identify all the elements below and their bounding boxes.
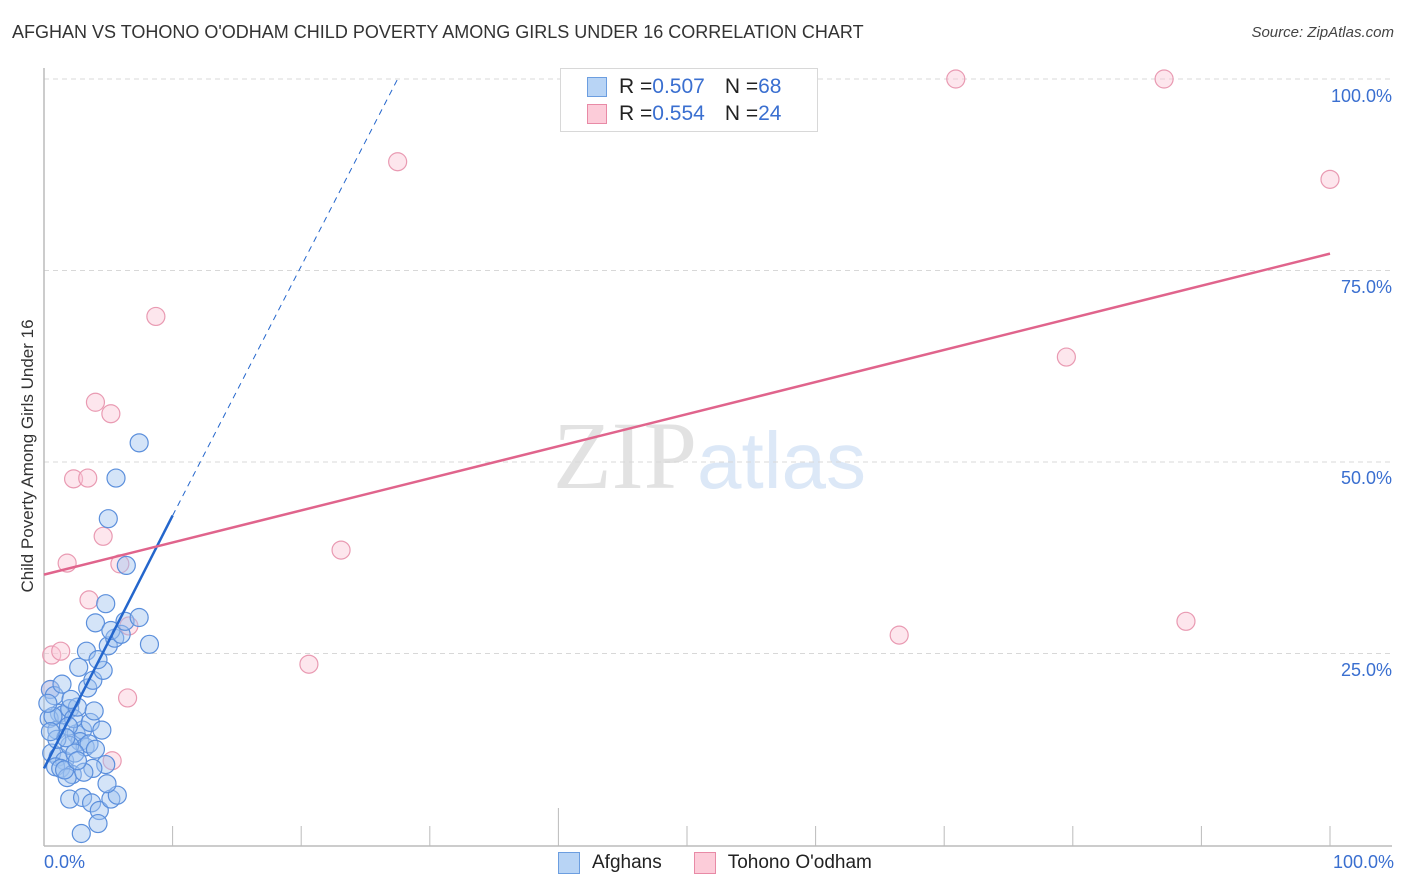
x-tick-0: 0.0%: [44, 852, 86, 872]
data-point: [71, 823, 91, 844]
r-value: 0.507: [652, 75, 705, 98]
data-point: [85, 739, 106, 759]
legend-label: Tohono O'odham: [727, 852, 872, 873]
data-point: [79, 734, 99, 754]
data-point: [96, 594, 116, 614]
source-label: Source: ZipAtlas.com: [1251, 24, 1394, 41]
data-point: [1056, 347, 1076, 367]
data-point: [38, 693, 58, 713]
data-point: [97, 774, 117, 794]
data-point: [61, 689, 81, 710]
data-point: [92, 720, 112, 740]
data-point: [80, 712, 100, 733]
n-value: 24: [758, 102, 782, 125]
legend-item-tohono[interactable]: Tohono O'odham: [693, 852, 872, 874]
data-point: [72, 787, 93, 808]
data-point: [52, 674, 72, 694]
tohono-swatch: [587, 104, 607, 124]
data-point: [85, 613, 106, 633]
data-point: [1320, 169, 1340, 189]
data-point: [129, 433, 149, 453]
y-tick-75: 75.0%: [1340, 277, 1392, 297]
data-point: [129, 607, 149, 628]
data-point: [106, 468, 126, 488]
data-point: [331, 540, 351, 560]
chart-title: AFGHAN VS TOHONO O'ODHAM CHILD POVERTY A…: [12, 22, 864, 42]
data-point: [81, 793, 102, 813]
y-axis-label: Child Poverty Among Girls Under 16: [18, 319, 37, 593]
data-point: [93, 526, 113, 546]
data-point: [65, 743, 85, 763]
r-label: R =: [619, 75, 653, 98]
correlation-legend: R = 0.507 N = 68 R = 0.554 N = 24: [560, 68, 818, 132]
legend-row-afghans: R = 0.507 N = 68: [587, 75, 781, 99]
legend-row-tohono: R = 0.554 N = 24: [587, 102, 781, 126]
data-point: [299, 654, 319, 674]
data-point: [78, 468, 98, 488]
data-point: [1154, 69, 1174, 89]
data-point: [1176, 611, 1196, 631]
legend-label: Afghans: [592, 852, 662, 873]
y-tick-25: 25.0%: [1340, 660, 1392, 680]
n-label: N =: [724, 102, 759, 125]
data-point: [79, 590, 99, 610]
data-point: [117, 688, 138, 708]
n-value: 68: [758, 75, 782, 98]
trendlines: [42, 78, 1331, 769]
data-point: [139, 634, 160, 654]
legend-item-afghans[interactable]: Afghans: [558, 852, 662, 874]
data-point: [98, 509, 118, 529]
axes: [43, 68, 1392, 847]
gridlines: [44, 78, 1392, 654]
data-point: [388, 152, 408, 172]
series-legend: Afghans Tohono O'odham: [558, 852, 904, 874]
data-point: [63, 469, 84, 489]
data-point: [96, 754, 116, 775]
data-point: [74, 762, 94, 782]
data-point: [101, 404, 121, 424]
data-point: [946, 69, 966, 89]
afghans-swatch: [558, 852, 580, 874]
y-tick-50: 50.0%: [1340, 468, 1392, 488]
data-point: [146, 306, 166, 327]
data-point: [85, 392, 106, 412]
data-point: [40, 722, 61, 742]
x-tick-100: 100.0%: [1332, 852, 1394, 872]
r-label: R =: [619, 102, 653, 125]
data-point: [67, 751, 88, 771]
data-point: [51, 641, 71, 661]
n-label: N =: [724, 75, 759, 98]
y-tick-100: 100.0%: [1330, 86, 1392, 106]
data-point: [88, 813, 108, 834]
afghans-swatch: [587, 77, 607, 97]
data-point: [116, 555, 136, 576]
afghan-points: [38, 433, 160, 844]
tohono-swatch: [693, 852, 716, 874]
tohono-points: [40, 69, 1340, 771]
data-point: [84, 701, 104, 721]
data-point: [889, 625, 909, 645]
data-point: [69, 657, 89, 677]
r-value: 0.554: [652, 102, 705, 125]
